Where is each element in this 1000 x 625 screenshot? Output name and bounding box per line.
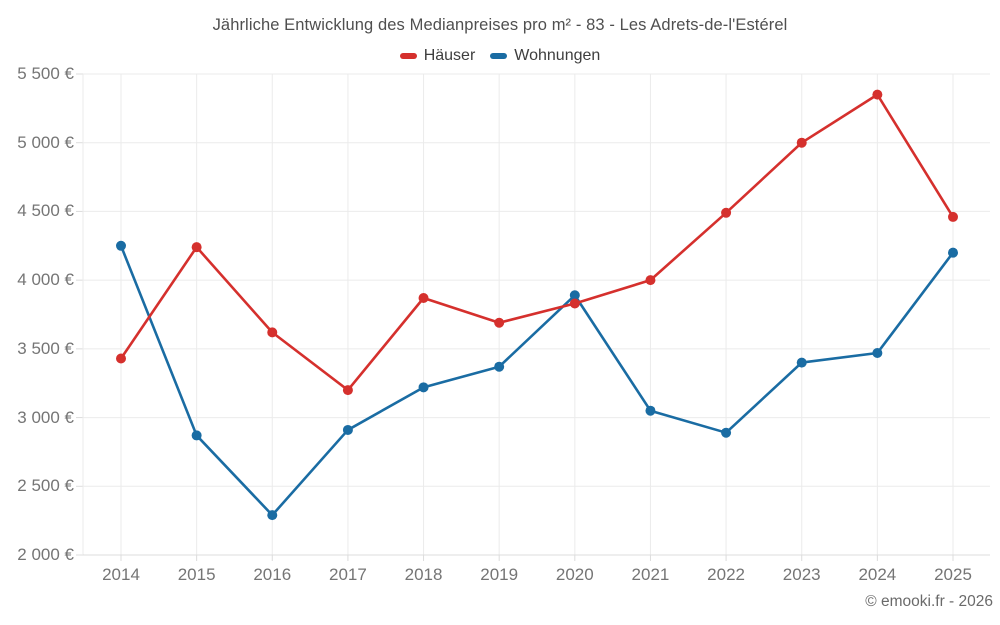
x-axis-label: 2020 [555, 565, 594, 584]
data-point [796, 137, 807, 148]
legend-label: Häuser [423, 47, 476, 64]
y-axis-label: 5 000 € [17, 132, 74, 152]
x-axis-label: 2019 [480, 565, 519, 584]
data-point [948, 247, 958, 258]
legend-swatch-icon [399, 53, 417, 59]
data-point [872, 347, 883, 358]
x-axis-label: 2015 [177, 565, 216, 584]
y-axis-label: 3 000 € [17, 407, 74, 427]
data-point [948, 211, 958, 222]
data-point [116, 240, 126, 251]
data-point [569, 298, 580, 309]
legend-item-haeuser: Häuser [399, 47, 476, 65]
y-axis-label: 4 500 € [17, 201, 74, 221]
data-point [494, 361, 505, 372]
data-point [569, 290, 580, 301]
x-axis-label: 2025 [934, 565, 972, 584]
x-axis-label: 2016 [253, 565, 292, 584]
series-line-wohnungen [119, 244, 955, 517]
x-axis-label: 2017 [328, 565, 367, 584]
y-axis-label: 3 500 € [17, 338, 74, 358]
data-point [191, 430, 202, 441]
x-axis-label: 2022 [707, 565, 745, 584]
y-axis-label: 5 500 € [17, 64, 74, 83]
data-point [418, 382, 429, 393]
data-point [418, 293, 429, 304]
x-axis-label: 2024 [858, 565, 897, 584]
data-point [342, 385, 353, 396]
x-axis-label: 2021 [631, 565, 670, 584]
x-axis-label: 2014 [102, 565, 140, 584]
data-point [645, 405, 656, 416]
data-point [116, 353, 126, 364]
data-point [796, 357, 807, 368]
legend-label: Wohnungen [514, 47, 601, 64]
chart-title: Jährliche Entwicklung des Medianpreises … [212, 16, 788, 34]
data-point [721, 427, 732, 438]
y-axis-label: 2 500 € [17, 476, 74, 496]
data-point [645, 275, 656, 286]
data-point [872, 89, 883, 100]
legend: Häuser Wohnungen [0, 47, 1000, 65]
legend-swatch-icon [490, 53, 508, 59]
y-axis-label: 4 000 € [17, 270, 74, 290]
series-line-haeuser [119, 93, 955, 392]
legend-item-wohnungen: Wohnungen [490, 47, 600, 65]
data-point [494, 317, 505, 328]
footer-credit: © emooki.fr - 2026 [865, 593, 993, 610]
x-axis-label: 2018 [404, 565, 443, 584]
x-axis-label: 2023 [782, 565, 821, 584]
data-point [721, 207, 732, 218]
data-point [191, 242, 202, 253]
data-point [267, 327, 278, 338]
data-point [267, 510, 278, 521]
data-point [342, 424, 353, 435]
y-axis-label: 2 000 € [17, 545, 74, 564]
